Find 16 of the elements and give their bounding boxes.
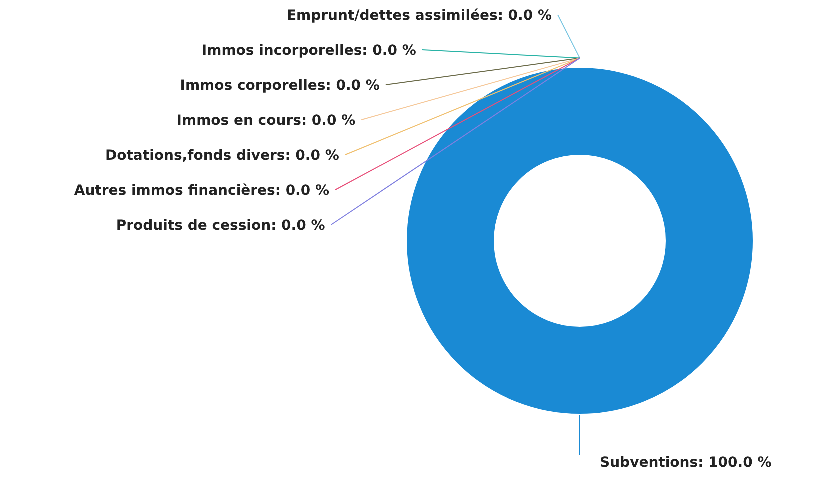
category-label: Emprunt/dettes assimilées bbox=[286, 8, 498, 24]
text: : 0.0 % bbox=[362, 43, 416, 59]
text: : 0.0 % bbox=[326, 78, 380, 94]
text: : 0.0 % bbox=[275, 183, 330, 199]
data-label: : 100.0 % bbox=[698, 455, 772, 471]
category-label: Dotations,fonds divers bbox=[106, 148, 286, 164]
slice-label: Subventions bbox=[600, 455, 698, 471]
text: : 0.0 % bbox=[285, 148, 340, 164]
category-label: Immos incorporelles bbox=[202, 43, 362, 59]
text: : 0.0 % bbox=[301, 113, 356, 129]
category-label: Autres immos financières bbox=[74, 183, 276, 199]
text: : 0.0 % bbox=[498, 8, 552, 24]
category-label: Immos corporelles bbox=[180, 78, 326, 94]
category-label: Produits de cession bbox=[116, 218, 272, 234]
text: : 0.0 % bbox=[271, 218, 326, 234]
category-label: Immos en cours bbox=[176, 113, 302, 129]
